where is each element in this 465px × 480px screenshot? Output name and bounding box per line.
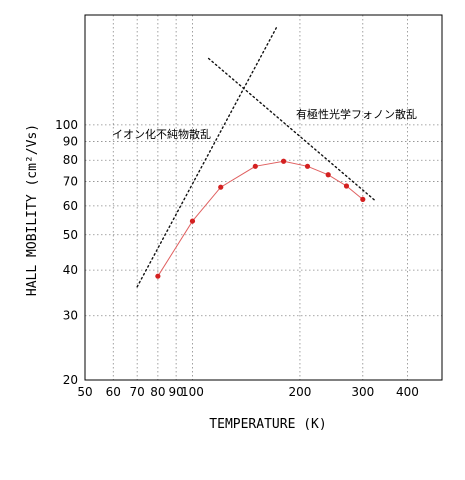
y-tick-label: 30 xyxy=(63,309,78,323)
y-tick-label: 20 xyxy=(63,373,78,387)
y-tick-label: 60 xyxy=(63,199,78,213)
annotation-ionized-impurity: イオン化不純物散乱 xyxy=(112,127,211,141)
x-tick-label: 300 xyxy=(351,385,374,399)
x-tick-label: 100 xyxy=(181,385,204,399)
data-point xyxy=(325,172,331,178)
data-point xyxy=(304,163,311,169)
y-tick-label: 50 xyxy=(63,228,78,242)
data-series xyxy=(155,158,366,279)
y-tick-label: 40 xyxy=(63,263,78,277)
annotation-polar-optical-phonon: 有極性光学フォノン散乱 xyxy=(296,107,417,121)
data-point xyxy=(155,273,161,279)
x-tick-label: 90 xyxy=(168,385,183,399)
data-point xyxy=(218,184,224,190)
y-tick-label: 100 xyxy=(55,118,78,132)
x-tick-label: 80 xyxy=(150,385,165,399)
data-point xyxy=(360,196,366,202)
data-point xyxy=(343,183,350,189)
y-axis-title: HALL MOBILITY (cm²/Vs) xyxy=(25,124,40,296)
reference-line-1 xyxy=(136,26,278,288)
data-point xyxy=(252,163,258,169)
x-tick-label: 400 xyxy=(396,385,419,399)
y-tick-label: 80 xyxy=(63,153,78,167)
data-point xyxy=(189,218,196,224)
x-tick-label: 200 xyxy=(288,385,311,399)
series-line-1 xyxy=(157,160,364,277)
reference-line-2 xyxy=(207,57,376,202)
y-tick-label: 90 xyxy=(63,135,78,149)
data-point xyxy=(281,158,287,164)
x-tick-label: 60 xyxy=(106,385,121,399)
y-tick-labels: 20 30 40 50 60 70 80 90 100 xyxy=(55,118,78,387)
x-axis-title: TEMPERATURE (K) xyxy=(209,417,326,432)
reference-lines xyxy=(136,26,376,288)
x-tick-label: 70 xyxy=(130,385,145,399)
plot-frame xyxy=(84,14,443,381)
grid xyxy=(84,14,443,381)
x-tick-label: 50 xyxy=(77,385,92,399)
y-tick-label: 70 xyxy=(63,174,78,188)
